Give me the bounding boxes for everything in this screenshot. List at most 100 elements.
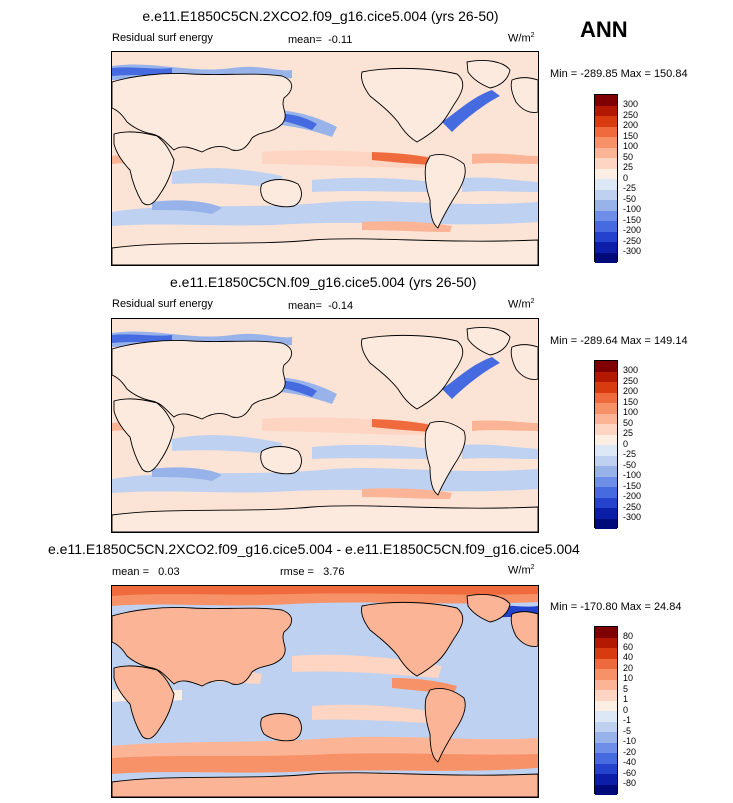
colorbar-swatch <box>595 679 617 690</box>
panel3-mean-label: mean = <box>112 566 149 578</box>
colorbar-swatch <box>595 126 617 137</box>
panel2-colorbar-tick: 100 <box>623 407 639 417</box>
colorbar-swatch <box>595 648 617 659</box>
panel1-mean: mean= -0.11 <box>288 34 352 46</box>
panel2-minmax: Min = -289.64 Max = 149.14 <box>550 335 688 347</box>
panel3-colorbar <box>594 626 618 795</box>
panel1-title: e.e11.E1850C5CN.2XCO2.f09_g16.cice5.004 … <box>0 8 733 24</box>
colorbar-swatch <box>595 403 617 414</box>
panel3-title: e.e11.E1850C5CN.2XCO2.f09_g16.cice5.004 … <box>48 541 580 557</box>
panel3-colorbar-tick: 80 <box>623 631 634 641</box>
panel2-colorbar-tick: -50 <box>623 460 637 470</box>
panel3-colorbar-tick: 40 <box>623 652 634 662</box>
colorbar-swatch <box>595 210 617 221</box>
panel1-colorbar-tick: 25 <box>623 162 634 172</box>
panel2-colorbar <box>594 360 618 529</box>
panel2-map <box>111 318 539 533</box>
panel1-units-text: W/m <box>508 32 531 45</box>
panel1-colorbar-tick: 150 <box>623 131 639 141</box>
panel1-title-text: e.e11.E1850C5CN.2XCO2.f09_g16.cice5.004 … <box>142 8 499 24</box>
panel1-colorbar-tick: 0 <box>623 173 629 183</box>
panel3-colorbar-tick: 60 <box>623 642 634 652</box>
panel2-colorbar-tick: -200 <box>623 491 642 501</box>
panel3-colorbar-tick: 5 <box>623 684 629 694</box>
panel2-variable: Residual surf energy <box>112 298 213 310</box>
panel3-rmse: rmse = 3.76 <box>280 566 345 578</box>
panel3-mean-value: 0.03 <box>158 566 180 578</box>
panel1-variable: Residual surf energy <box>112 32 213 44</box>
colorbar-swatch <box>595 476 617 487</box>
panel1-units-sup: 2 <box>530 32 535 39</box>
panel3-colorbar-tick: -40 <box>623 757 637 767</box>
panel1-map <box>111 51 539 266</box>
panel2-colorbar-tick: 25 <box>623 428 634 438</box>
panel2-colorbar-tick: -250 <box>623 502 642 512</box>
panel1-colorbar-tick: -300 <box>623 246 642 256</box>
panel2-colorbar-tick: -25 <box>623 449 637 459</box>
panel2-units-text: W/m <box>508 298 531 311</box>
panel3-colorbar-tick: 0 <box>623 705 629 715</box>
colorbar-swatch <box>595 669 617 680</box>
colorbar-swatch <box>595 627 617 638</box>
colorbar-swatch <box>595 518 617 529</box>
colorbar-swatch <box>595 221 617 232</box>
colorbar-swatch <box>595 508 617 519</box>
panel2-colorbar-tick: -100 <box>623 470 642 480</box>
colorbar-swatch <box>595 95 617 106</box>
panel1-colorbar-tick: 100 <box>623 141 639 151</box>
panel2-mean: mean= -0.14 <box>288 300 353 312</box>
colorbar-swatch <box>595 189 617 200</box>
colorbar-swatch <box>595 700 617 711</box>
panel1-colorbar-tick: 300 <box>623 99 639 109</box>
panel1-colorbar-tick: -200 <box>623 225 642 235</box>
colorbar-swatch <box>595 105 617 116</box>
colorbar-swatch <box>595 732 617 743</box>
colorbar-swatch <box>595 721 617 732</box>
colorbar-swatch <box>595 690 617 701</box>
panel3-map <box>111 585 539 798</box>
panel2-mean-label: mean= <box>288 300 322 312</box>
colorbar-swatch <box>595 392 617 403</box>
panel1-colorbar-tick: 50 <box>623 152 634 162</box>
colorbar-swatch <box>595 753 617 764</box>
colorbar-swatch <box>595 371 617 382</box>
panel2-colorbar-tick: 50 <box>623 418 634 428</box>
colorbar-swatch <box>595 434 617 445</box>
colorbar-swatch <box>595 158 617 169</box>
panel2-mean-value: -0.14 <box>328 300 354 312</box>
colorbar-swatch <box>595 658 617 669</box>
panel3-colorbar-tick: -20 <box>623 747 637 757</box>
panel3-colorbar-tick: 10 <box>623 673 634 683</box>
colorbar-swatch <box>595 711 617 722</box>
colorbar-swatch <box>595 466 617 477</box>
panel3-colorbar-tick: -60 <box>623 768 637 778</box>
panel2-colorbar-tick: -150 <box>623 481 642 491</box>
panel2-title: e.e11.E1850C5CN.f09_g16.cice5.004 (yrs 2… <box>170 274 477 290</box>
panel3-colorbar-tick: -5 <box>623 726 632 736</box>
panel3-rmse-value: 3.76 <box>323 566 345 578</box>
panel1-colorbar-tick: 200 <box>623 120 639 130</box>
panel2-colorbar-tick: 200 <box>623 386 639 396</box>
colorbar-swatch <box>595 179 617 190</box>
panel2-colorbar-tick: -300 <box>623 512 642 522</box>
panel2-colorbar-tick: 0 <box>623 439 629 449</box>
panel3-map-svg <box>112 586 538 797</box>
colorbar-swatch <box>595 242 617 253</box>
colorbar-swatch <box>595 763 617 774</box>
panel1-colorbar-tick: -25 <box>623 183 637 193</box>
colorbar-swatch <box>595 361 617 372</box>
colorbar-swatch <box>595 382 617 393</box>
panel1-mean-label: mean= <box>288 34 322 46</box>
colorbar-swatch <box>595 784 617 795</box>
panel2-units: W/m2 <box>508 298 535 311</box>
colorbar-swatch <box>595 637 617 648</box>
panel3-colorbar-tick: 20 <box>623 663 634 673</box>
panel1-mean-value: -0.11 <box>328 34 353 46</box>
colorbar-swatch <box>595 424 617 435</box>
colorbar-swatch <box>595 742 617 753</box>
colorbar-swatch <box>595 137 617 148</box>
panel2-colorbar-tick: 250 <box>623 376 639 386</box>
panel3-rmse-label: rmse = <box>280 566 314 578</box>
panel3-colorbar-tick: -1 <box>623 715 632 725</box>
colorbar-swatch <box>595 413 617 424</box>
